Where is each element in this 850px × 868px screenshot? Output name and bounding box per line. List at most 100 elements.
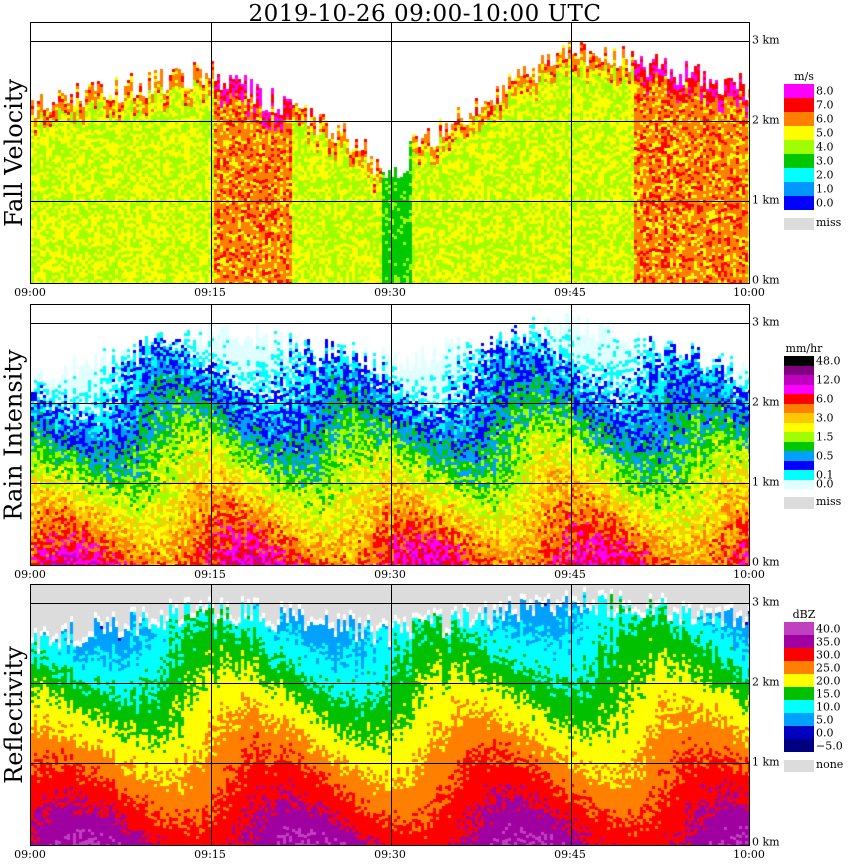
rain-intensity-ylabel-text: Rain Intensity bbox=[0, 349, 29, 521]
legend-level: 7.0 bbox=[816, 98, 834, 112]
legend-missing-swatch bbox=[784, 497, 814, 509]
gridline-v bbox=[571, 585, 572, 845]
gridline-h bbox=[31, 403, 749, 404]
legend-swatch bbox=[784, 413, 814, 423]
legend-level: 0.0 bbox=[816, 196, 834, 210]
legend-level: 35.0 bbox=[816, 635, 841, 648]
reflectivity-legend: dBZ 40.0 35.0 30.0 25.0 20.0 15.0 10.0 5.0 0.0 −5.… bbox=[782, 584, 848, 846]
legend-swatch bbox=[784, 739, 814, 752]
x-tick-label: 09:45 bbox=[554, 848, 586, 861]
reflectivity-plot bbox=[30, 584, 750, 846]
gridline-h bbox=[31, 323, 749, 324]
fall-velocity-legend: m/s 8.0 7.0 6.0 5.0 4.0 3.0 2.0 1.0 0.0 miss bbox=[782, 22, 848, 284]
legend-level: 6.0 bbox=[816, 392, 834, 406]
legend-swatch bbox=[784, 713, 814, 726]
legend-swatch bbox=[784, 365, 814, 375]
reflectivity-ylabel: Reflectivity bbox=[0, 584, 28, 846]
legend-level: 15.0 bbox=[816, 687, 841, 700]
y-tick-label: 3 km bbox=[752, 595, 780, 609]
gridline-v bbox=[571, 305, 572, 565]
legend-swatch bbox=[784, 394, 814, 404]
gridline-v bbox=[391, 585, 392, 845]
x-tick-label: 10:00 bbox=[733, 568, 765, 581]
legend-swatch bbox=[784, 441, 814, 451]
x-tick-label: 10:00 bbox=[733, 848, 765, 861]
legend-level: 25.0 bbox=[816, 661, 841, 674]
legend-missing-label: miss bbox=[816, 495, 842, 508]
gridline-h bbox=[31, 41, 749, 42]
legend-swatch bbox=[784, 98, 814, 112]
x-tick-label: 09:00 bbox=[14, 568, 46, 581]
legend-swatch bbox=[784, 196, 814, 210]
legend-unit: mm/hr bbox=[785, 342, 823, 355]
x-tick-label: 09:00 bbox=[14, 286, 46, 299]
legend-level: 3.0 bbox=[816, 411, 834, 425]
legend-level: −5.0 bbox=[816, 739, 843, 752]
legend-swatch bbox=[784, 182, 814, 196]
legend-level: 40.0 bbox=[816, 622, 841, 635]
legend-swatch bbox=[784, 432, 814, 442]
y-tick-label: 1 km bbox=[752, 755, 780, 769]
y-tick-label: 1 km bbox=[752, 193, 780, 207]
y-tick-label: 0 km bbox=[752, 555, 780, 569]
legend-swatch bbox=[784, 674, 814, 687]
legend-swatch bbox=[784, 112, 814, 126]
legend-level: 20.0 bbox=[816, 674, 841, 687]
gridline-v bbox=[211, 23, 212, 283]
x-tick-label: 09:15 bbox=[194, 568, 226, 581]
rain-intensity-plot bbox=[30, 304, 750, 566]
y-tick-label: 0 km bbox=[752, 273, 780, 287]
legend-level: 8.0 bbox=[816, 84, 834, 98]
legend-swatch bbox=[784, 648, 814, 661]
reflectivity-ylabel-text: Reflectivity bbox=[0, 646, 28, 784]
x-tick-label: 09:15 bbox=[194, 286, 226, 299]
legend-swatch bbox=[784, 126, 814, 140]
gridline-h bbox=[31, 121, 749, 122]
legend-level: 2.0 bbox=[816, 168, 834, 182]
legend-swatch bbox=[784, 84, 814, 98]
y-tick-label: 1 km bbox=[752, 475, 780, 489]
rain-intensity-heatmap bbox=[31, 305, 749, 565]
legend-swatch bbox=[784, 700, 814, 713]
legend-level: 1.5 bbox=[816, 430, 834, 444]
legend-level: 30.0 bbox=[816, 648, 841, 661]
legend-level: 6.0 bbox=[816, 112, 834, 126]
gridline-h bbox=[31, 683, 749, 684]
legend-swatch bbox=[784, 356, 814, 366]
y-tick-label: 2 km bbox=[752, 395, 780, 409]
gridline-h bbox=[31, 483, 749, 484]
gridline-h bbox=[31, 201, 749, 202]
legend-swatch bbox=[784, 622, 814, 635]
gridline-h bbox=[31, 603, 749, 604]
x-tick-label: 09:30 bbox=[374, 848, 406, 861]
fall-velocity-heatmap bbox=[31, 23, 749, 283]
panel-fall-velocity: Fall Velocity 09:00 09:15 09:30 09:45 10:00 3 … bbox=[0, 22, 850, 302]
legend-swatch bbox=[784, 635, 814, 648]
legend-missing-label: miss bbox=[816, 216, 842, 229]
legend-swatch bbox=[784, 451, 814, 461]
legend-level: 4.0 bbox=[816, 140, 834, 154]
x-tick-label: 09:30 bbox=[374, 286, 406, 299]
y-tick-label: 0 km bbox=[752, 835, 780, 849]
y-tick-label: 2 km bbox=[752, 113, 780, 127]
legend-swatch bbox=[784, 726, 814, 739]
legend-level: 0.1 bbox=[816, 468, 834, 482]
legend-swatch bbox=[784, 687, 814, 700]
legend-level: 0.0 bbox=[816, 477, 834, 491]
gridline-v bbox=[571, 23, 572, 283]
legend-swatch bbox=[784, 168, 814, 182]
legend-missing-label: none bbox=[816, 758, 844, 771]
reflectivity-heatmap bbox=[31, 585, 749, 845]
legend-level: 5.0 bbox=[816, 713, 834, 726]
legend-unit: dBZ bbox=[792, 608, 816, 621]
legend-level: 0.5 bbox=[816, 449, 834, 463]
legend-level: 0.0 bbox=[816, 726, 834, 739]
legend-swatch bbox=[784, 375, 814, 385]
gridline-v bbox=[391, 23, 392, 283]
legend-swatch bbox=[784, 661, 814, 674]
x-tick-label: 09:45 bbox=[554, 568, 586, 581]
legend-level: 5.0 bbox=[816, 126, 834, 140]
x-tick-label: 09:00 bbox=[14, 848, 46, 861]
legend-swatch bbox=[784, 460, 814, 470]
panel-rain-intensity: Rain Intensity 09:00 09:15 09:30 09:45 10:00 3… bbox=[0, 304, 850, 584]
